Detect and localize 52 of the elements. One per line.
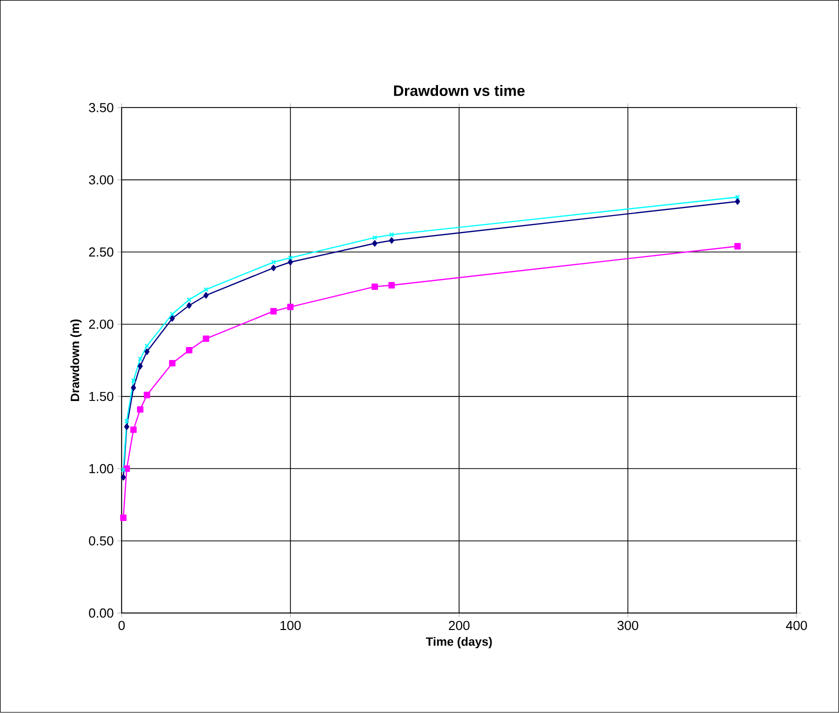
point	[203, 292, 209, 299]
point	[204, 287, 208, 292]
point	[138, 356, 143, 362]
point	[389, 237, 394, 244]
point	[287, 304, 294, 310]
y-tick-label: 1.00	[89, 464, 114, 474]
x-axis-title: Time (days)	[426, 637, 492, 648]
x-tick-label: 100	[280, 621, 301, 630]
point	[734, 198, 740, 205]
point	[124, 424, 130, 430]
point	[169, 360, 176, 367]
point	[170, 312, 175, 317]
point	[202, 336, 210, 342]
point	[186, 347, 192, 354]
point	[372, 235, 378, 240]
point	[270, 264, 276, 272]
y-tick-label: 2.00	[89, 320, 114, 330]
point	[144, 348, 150, 356]
point	[137, 406, 144, 413]
point	[124, 418, 130, 424]
chart-title: Drawdown vs time	[394, 85, 525, 96]
point	[288, 259, 293, 266]
point	[186, 302, 192, 309]
point	[288, 256, 293, 260]
point	[372, 240, 378, 247]
x-tick-label: 0	[118, 621, 125, 630]
point	[271, 260, 276, 265]
point	[130, 426, 137, 434]
y-tick-label: 0.50	[88, 536, 114, 546]
y-tick-label: 3.50	[88, 103, 114, 112]
y-tick-label: 0.00	[88, 608, 114, 618]
point	[120, 474, 126, 481]
point	[372, 284, 378, 290]
point	[186, 297, 192, 302]
point	[170, 315, 175, 322]
point	[138, 363, 143, 370]
point	[734, 243, 741, 250]
y-tick-label: 1.50	[89, 392, 114, 402]
point	[270, 308, 277, 315]
y-tick-label: 2.50	[89, 248, 114, 257]
point	[144, 344, 150, 349]
point	[144, 392, 150, 398]
point	[389, 232, 394, 238]
point	[131, 378, 136, 384]
y-axis-title: Drawdown (m)	[70, 320, 82, 402]
point	[130, 384, 136, 392]
point	[388, 282, 395, 289]
x-tick-label: 300	[617, 621, 638, 630]
x-tick-label: 200	[448, 621, 470, 630]
x-tick-label: 400	[786, 621, 807, 630]
point	[120, 514, 127, 522]
y-tick-label: 3.00	[88, 175, 114, 185]
